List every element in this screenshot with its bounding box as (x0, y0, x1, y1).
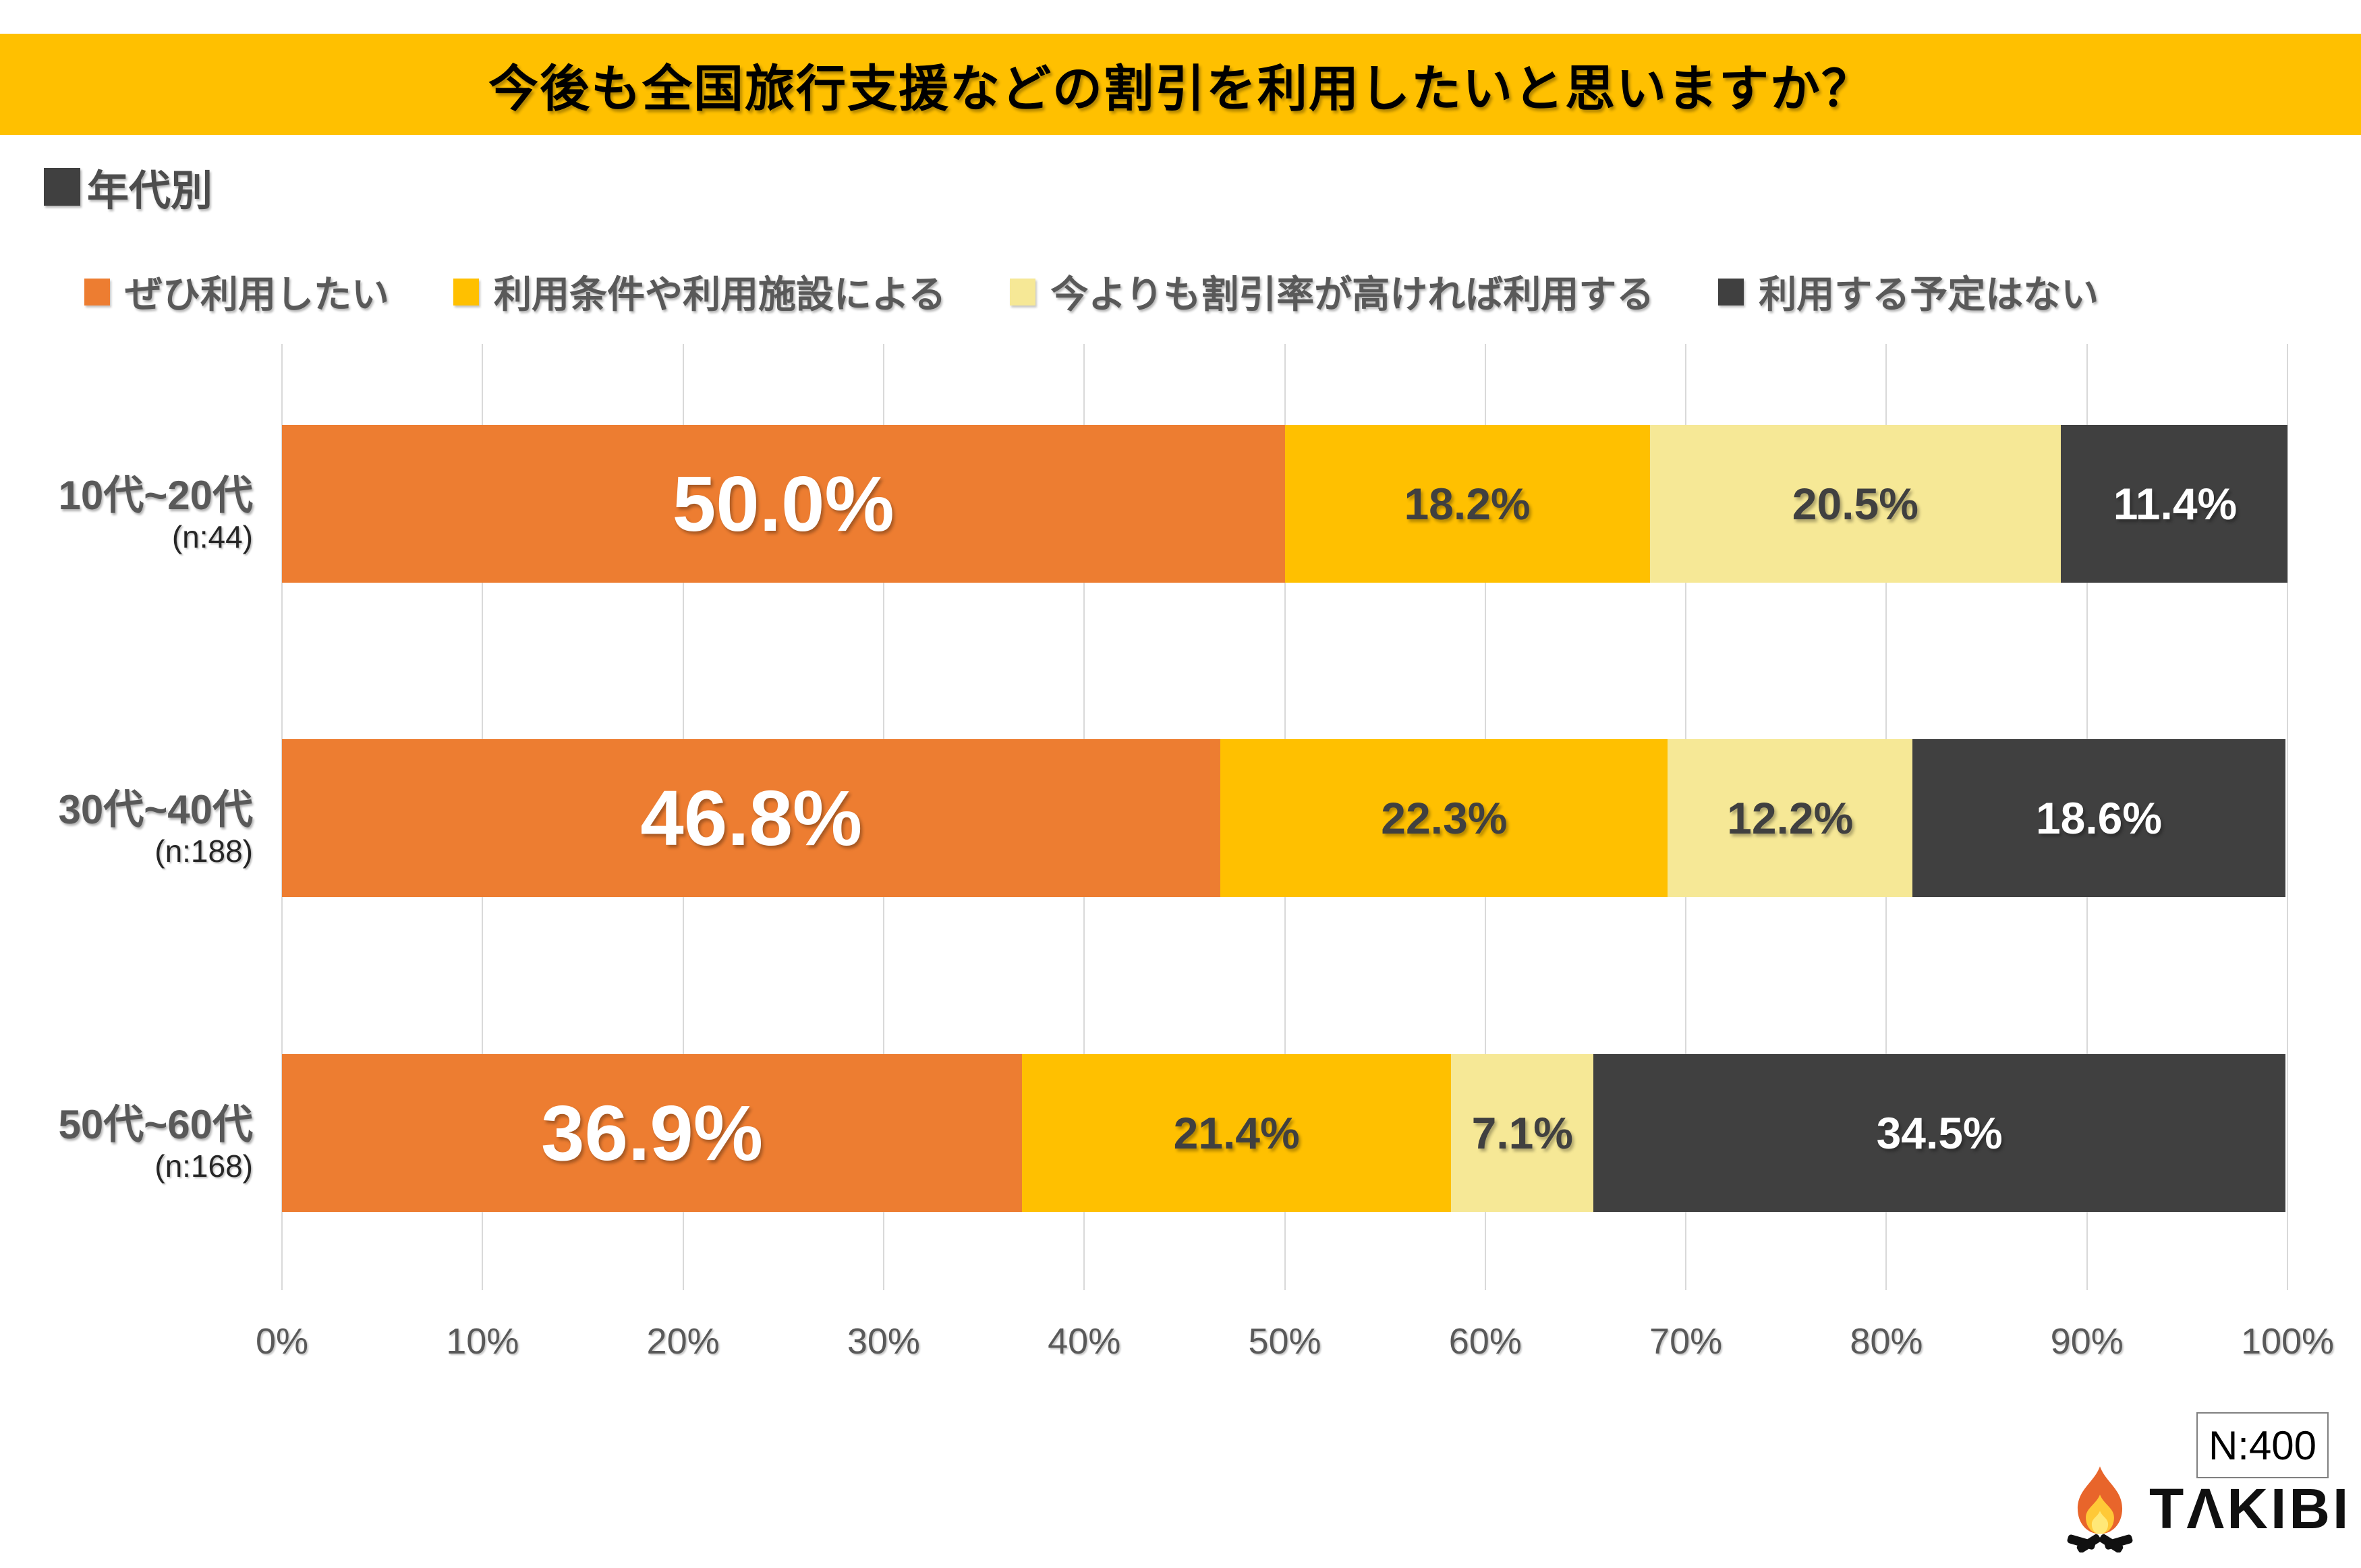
bar-segment: 36.9% (282, 1054, 1023, 1212)
category-sample-size: (n:168) (154, 1149, 253, 1184)
bar-segment: 18.6% (1912, 739, 2285, 897)
bar-row: 36.9% 21.4% 7.1% 34.5% (282, 1054, 2287, 1212)
brand-logo: TΛKIBI (2056, 1465, 2351, 1552)
category-label: 30代~40代 (n:188) (0, 788, 253, 870)
legend-label: 利用条件や利用施設による (494, 273, 946, 316)
bar-value-label: 22.3% (1381, 793, 1508, 843)
bar-value-label: 46.8% (640, 774, 863, 862)
brand-text: TΛKIBI (2149, 1477, 2352, 1540)
bar-segment: 11.4% (2061, 425, 2287, 583)
section-heading: 年代別 (44, 156, 212, 217)
title-band: 今後も全国旅行支援などの割引を利用したいと思いますか？ (0, 34, 2361, 135)
bar-row: 50.0% 18.2% 20.5% 11.4% (282, 425, 2287, 583)
bar-value-label: 18.6% (2035, 793, 2163, 843)
bar-row: 46.8% 22.3% 12.2% 18.6% (282, 739, 2287, 897)
legend-swatch-icon (84, 278, 110, 306)
legend-swatch-icon (1010, 278, 1036, 306)
category-sample-size: (n:44) (171, 519, 253, 554)
bar-segment: 22.3% (1220, 739, 1668, 897)
bar-segment: 20.5% (1649, 425, 2061, 583)
bar-segment: 18.2% (1284, 425, 1650, 583)
bar-value-label: 34.5% (1876, 1108, 2003, 1158)
section-marker-icon (44, 168, 80, 206)
bar-value-label: 18.2% (1404, 479, 1531, 529)
x-axis-tick-label: 60% (1448, 1321, 1522, 1362)
bar-segment: 46.8% (282, 739, 1221, 897)
bar-value-label: 20.5% (1792, 479, 1918, 529)
bar-segment: 50.0% (282, 425, 1285, 583)
x-axis-tick-label: 0% (255, 1321, 309, 1362)
bar-value-label: 50.0% (672, 460, 894, 548)
chart-legend: ぜひ利用したい 利用条件や利用施設による 今よりも割引率が高ければ利用する 利用する予… (84, 264, 2099, 319)
category-sample-size: (n:188) (154, 834, 253, 869)
legend-item: 利用条件や利用施設による (453, 264, 946, 319)
bar-value-label: 7.1% (1471, 1108, 1573, 1158)
gridline (2287, 344, 2288, 1290)
bar-segment: 21.4% (1022, 1054, 1452, 1212)
sample-size-badge: N:400 (2196, 1412, 2329, 1478)
bar-segment: 7.1% (1451, 1054, 1594, 1212)
bar-value-label: 11.4% (2113, 479, 2238, 529)
category-label: 10代~20代 (n:44) (0, 473, 253, 556)
x-axis-tick-label: 100% (2240, 1321, 2335, 1362)
page-title: 今後も全国旅行支援などの割引を利用したいと思いますか？ (488, 60, 1873, 117)
bar-segment: 34.5% (1593, 1054, 2285, 1212)
bar-value-label: 21.4% (1173, 1108, 1300, 1158)
x-axis-tick-label: 30% (847, 1321, 920, 1362)
category-name: 50代~60代 (58, 1102, 253, 1147)
x-axis-tick-label: 50% (1248, 1321, 1321, 1362)
x-axis-tick-label: 80% (1850, 1321, 1923, 1362)
legend-label: ぜひ利用したい (125, 273, 389, 316)
bar-value-label: 12.2% (1727, 793, 1854, 843)
x-axis-tick-label: 20% (646, 1321, 720, 1362)
x-axis-tick-label: 10% (446, 1321, 519, 1362)
x-axis-tick-label: 90% (2050, 1321, 2124, 1362)
legend-swatch-icon (453, 278, 479, 306)
category-name: 30代~40代 (58, 787, 253, 832)
bar-segment: 12.2% (1668, 739, 1913, 897)
campfire-icon (2067, 1466, 2133, 1552)
category-label: 50代~60代 (n:168) (0, 1103, 253, 1185)
section-heading-label: 年代別 (87, 168, 213, 214)
x-axis-tick-label: 40% (1048, 1321, 1121, 1362)
bar-value-label: 36.9% (541, 1089, 763, 1177)
legend-label: 今よりも割引率が高ければ利用する (1050, 273, 1655, 316)
legend-item: ぜひ利用したい (84, 264, 389, 319)
x-axis: 0% 10% 20% 30% 40% 50% 60% 70% 80% 90% 100% (256, 1320, 2334, 1368)
legend-item: 今よりも割引率が高ければ利用する (1010, 264, 1654, 319)
legend-swatch-icon (1718, 278, 1744, 306)
legend-item: 利用する予定はない (1718, 264, 2099, 319)
x-axis-tick-label: 70% (1649, 1321, 1723, 1362)
category-name: 10代~20代 (58, 473, 253, 518)
legend-label: 利用する予定はない (1759, 273, 2099, 316)
